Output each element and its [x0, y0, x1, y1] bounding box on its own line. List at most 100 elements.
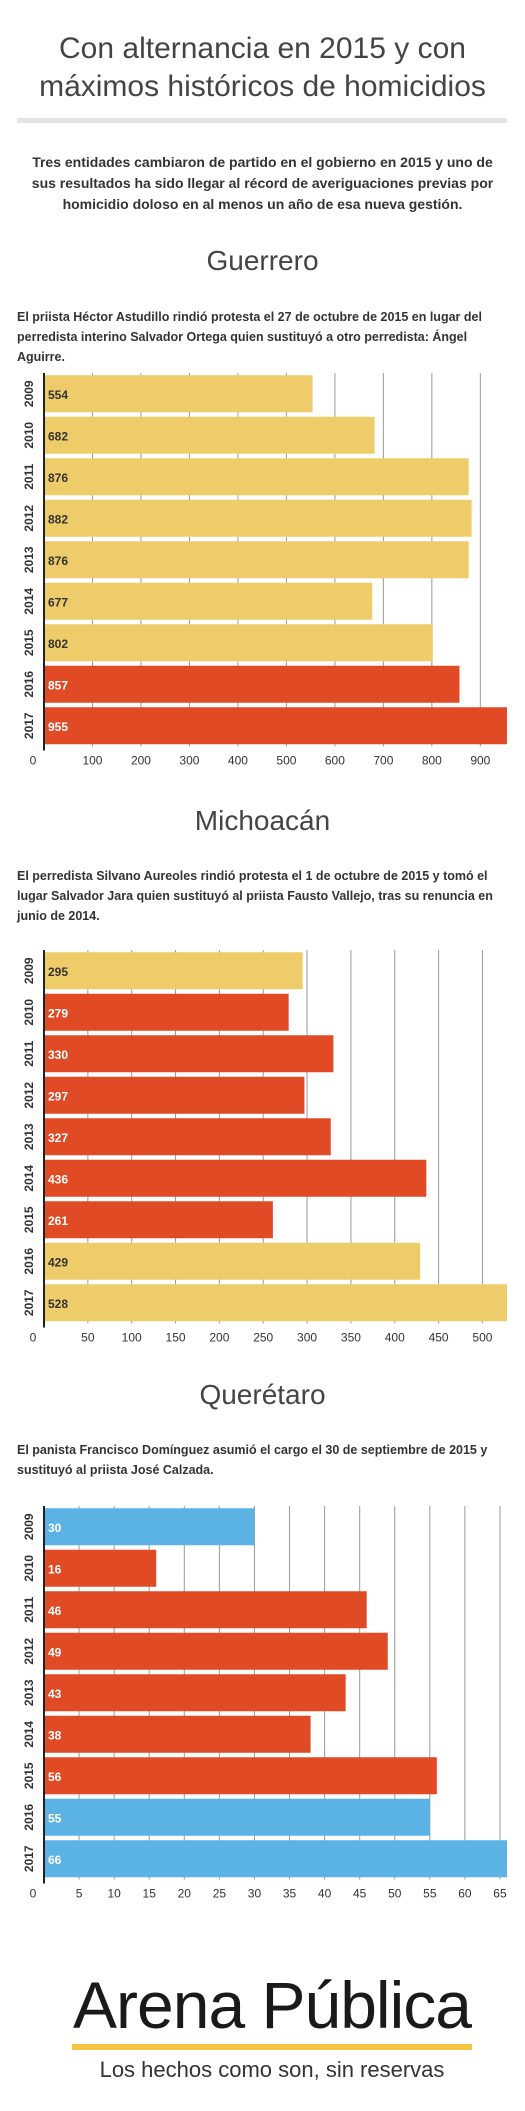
year-label: 2014: [22, 588, 36, 615]
bar-value-label: 43: [48, 1687, 62, 1701]
year-label: 2011: [22, 463, 36, 489]
bar-value-label: 677: [48, 595, 68, 609]
x-tick-label: 40: [318, 1887, 332, 1901]
x-tick-label: 400: [228, 754, 248, 768]
bar-value-label: 295: [48, 965, 68, 979]
bar-value-label: 66: [48, 1853, 62, 1867]
bar-chart-guerrero: 554 2009 682 2010 876 2011 882 2012 876 2013 677 20…: [22, 373, 507, 768]
year-label: 2012: [22, 1082, 36, 1109]
bar: [44, 1632, 388, 1670]
bar-value-label: 554: [48, 388, 68, 402]
x-tick-label: 250: [253, 1331, 273, 1345]
x-tick-label: 50: [388, 1887, 402, 1901]
bar: [44, 1591, 367, 1629]
year-label: 2012: [22, 505, 36, 532]
section-description-queretaro: El panista Francisco Domínguez asumió el…: [17, 1443, 488, 1477]
bar: [44, 993, 289, 1031]
year-label: 2010: [22, 1555, 36, 1582]
bar: [44, 1798, 430, 1836]
year-label: 2014: [22, 1165, 36, 1192]
year-label: 2015: [22, 1206, 36, 1233]
logo-wordmark: Arena Pública: [73, 1968, 472, 2042]
bar-value-label: 330: [48, 1048, 68, 1062]
bar-value-label: 327: [48, 1131, 68, 1145]
bar-value-label: 429: [48, 1255, 68, 1269]
bar: [44, 541, 469, 579]
year-label: 2010: [22, 999, 36, 1026]
year-label: 2015: [22, 1762, 36, 1789]
logo-underline: [72, 2044, 472, 2050]
year-label: 2016: [22, 1804, 36, 1831]
arena-publica-logo: Arena Pública Los hechos como son, sin r…: [72, 1970, 472, 2090]
bar-value-label: 297: [48, 1089, 68, 1103]
year-label: 2014: [22, 1721, 36, 1748]
bar-value-label: 882: [48, 512, 68, 526]
x-tick-label: 100: [82, 754, 102, 768]
year-label: 2012: [22, 1638, 36, 1665]
bar: [44, 1076, 305, 1114]
bar-value-label: 802: [48, 637, 68, 651]
x-tick-label: 25: [213, 1887, 227, 1901]
year-label: 2009: [22, 957, 36, 984]
bar: [44, 499, 472, 537]
year-label: 2013: [22, 1123, 36, 1150]
bar-chart-queretaro: 3020091620104620114920124320133820145620…: [22, 1506, 507, 1901]
x-tick-label: 15: [143, 1887, 157, 1901]
year-label: 2016: [22, 671, 36, 698]
bar-value-label: 279: [48, 1006, 68, 1020]
bar-chart-michoacan: 295 2009 279 2010 330 2011 297 2012 327 2013 436 20…: [22, 950, 507, 1345]
x-tick-label: 100: [122, 1331, 142, 1345]
x-tick-label: 55: [423, 1887, 437, 1901]
x-tick-label: 900: [470, 754, 490, 768]
bar: [44, 624, 433, 662]
bar: [44, 1840, 507, 1878]
year-label: 2016: [22, 1248, 36, 1275]
bar-value-label: 55: [48, 1811, 62, 1825]
x-tick-label: 350: [341, 1331, 361, 1345]
year-label: 2013: [22, 546, 36, 573]
x-tick-label: 50: [81, 1331, 95, 1345]
section-description-guerrero: El priista Héctor Astudillo rindió prote…: [17, 310, 482, 364]
bar-value-label: 876: [48, 554, 68, 568]
x-tick-label: 600: [325, 754, 345, 768]
x-tick-label: 5: [76, 1887, 83, 1901]
bar-value-label: 436: [48, 1172, 68, 1186]
x-tick-label: 65: [493, 1887, 507, 1901]
x-tick-label: 500: [472, 1331, 492, 1345]
bar-value-label: 38: [48, 1728, 62, 1742]
bar: [44, 1674, 346, 1712]
bar: [44, 375, 313, 413]
bar-value-label: 30: [48, 1521, 62, 1535]
x-tick-label: 35: [283, 1887, 297, 1901]
bar-value-label: 876: [48, 471, 68, 485]
year-label: 2017: [22, 712, 36, 739]
bar: [44, 582, 373, 620]
bar-value-label: 261: [48, 1214, 68, 1228]
section-heading-michoacan: Michoacán: [194, 805, 331, 836]
bar-value-label: 682: [48, 429, 68, 443]
x-tick-label: 0: [30, 754, 37, 768]
x-tick-label: 0: [30, 1887, 37, 1901]
bar-value-label: 56: [48, 1770, 62, 1784]
year-label: 2017: [22, 1289, 36, 1316]
year-label: 2009: [22, 380, 36, 407]
intro-text: Tres entidades cambiaron de partido en e…: [31, 154, 494, 212]
bar: [44, 416, 375, 454]
bar: [44, 707, 507, 745]
x-tick-label: 20: [178, 1887, 192, 1901]
year-label: 2013: [22, 1679, 36, 1706]
bar: [44, 1284, 507, 1322]
bar: [44, 1508, 255, 1546]
x-tick-label: 30: [248, 1887, 262, 1901]
x-tick-label: 450: [429, 1331, 449, 1345]
bar-value-label: 528: [48, 1297, 68, 1311]
x-tick-label: 150: [166, 1331, 186, 1345]
x-tick-label: 800: [422, 754, 442, 768]
bar: [44, 952, 303, 990]
bar: [44, 1035, 334, 1073]
section-description-michoacan: El perredista Silvano Aureoles rindió pr…: [17, 869, 493, 923]
bar: [44, 1715, 311, 1753]
x-tick-label: 0: [30, 1331, 37, 1345]
bar-value-label: 16: [48, 1562, 62, 1576]
bar-value-label: 49: [48, 1645, 62, 1659]
